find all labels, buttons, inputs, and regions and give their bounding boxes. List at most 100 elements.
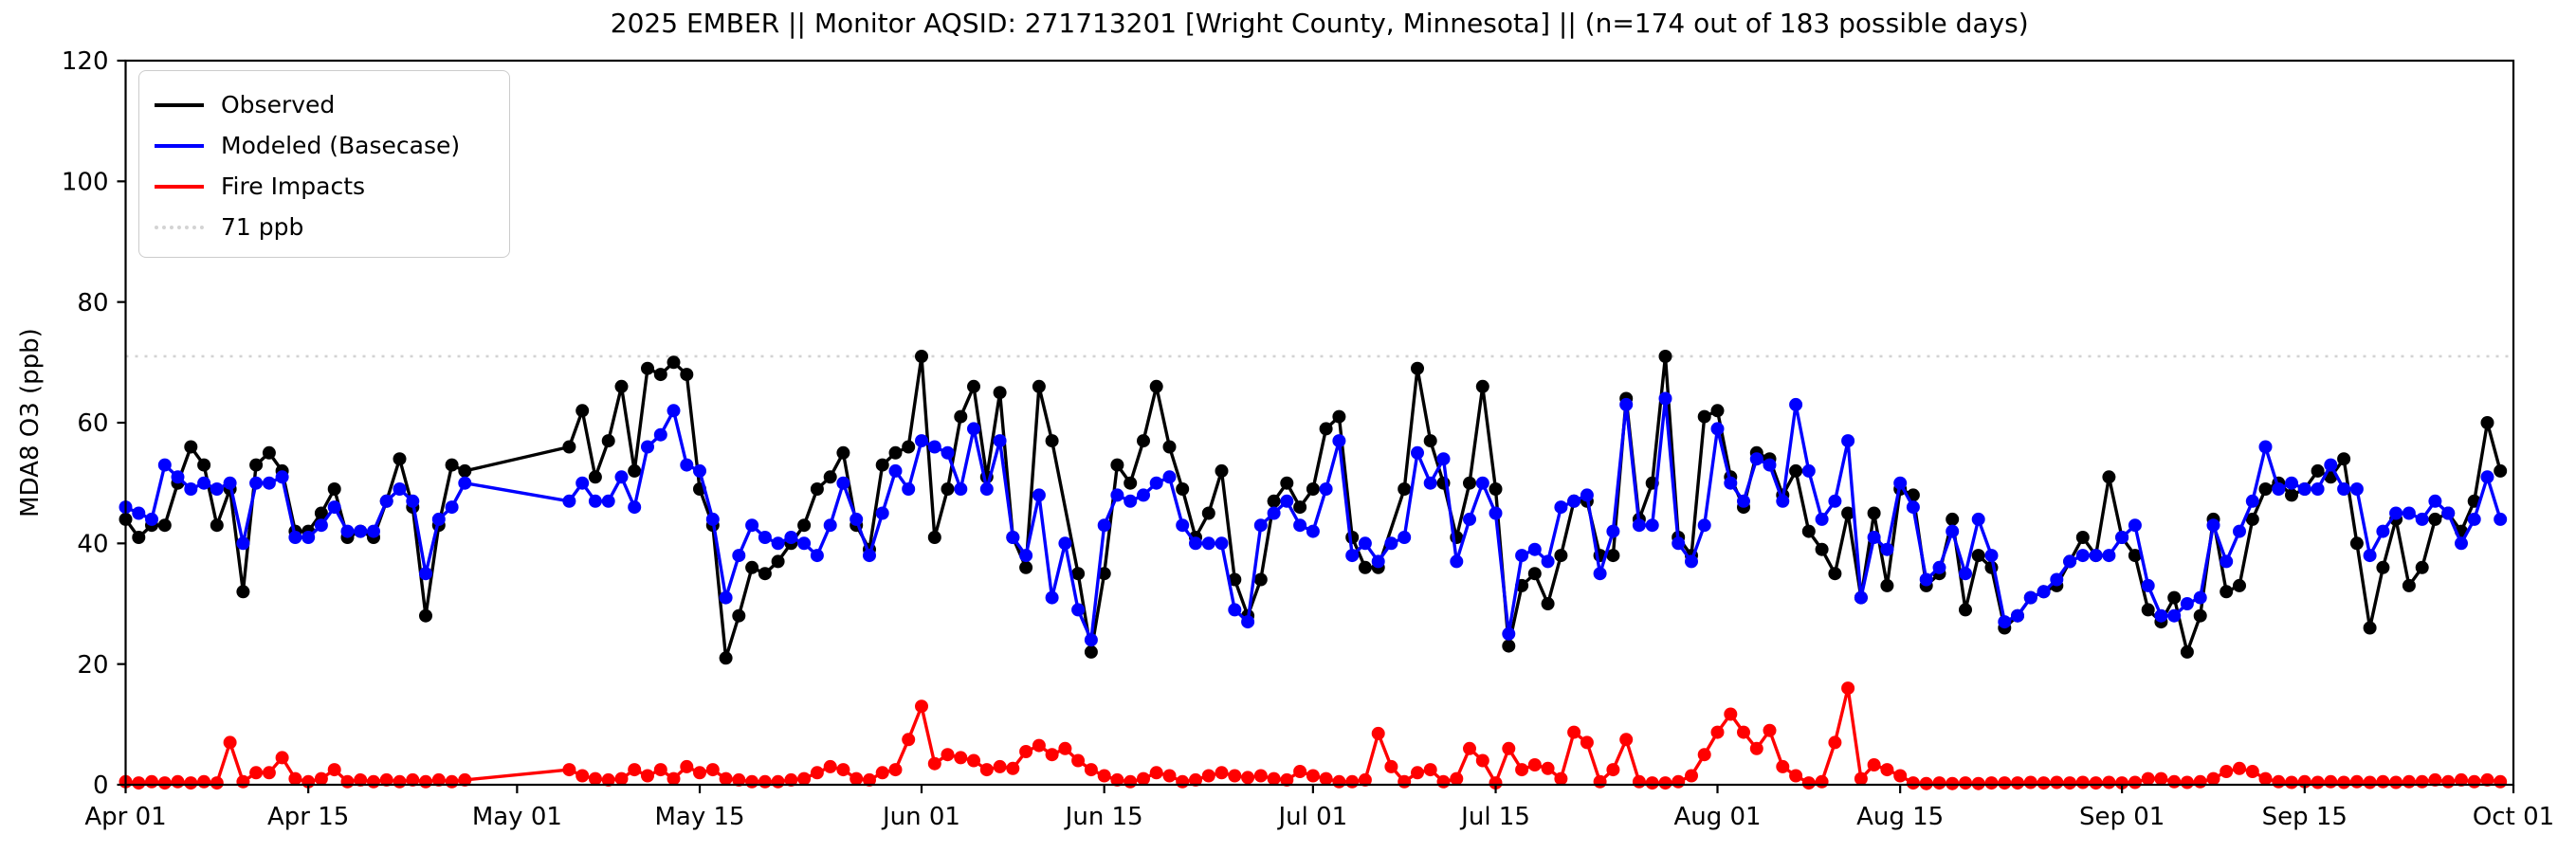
modeled-basecase-point[interactable] — [1436, 452, 1451, 466]
observed-point[interactable] — [2402, 578, 2416, 592]
fire-impacts-point[interactable] — [2180, 775, 2194, 789]
fire-impacts-point[interactable] — [1998, 776, 2012, 790]
observed-point[interactable] — [1789, 463, 1803, 478]
observed-point[interactable] — [823, 470, 837, 484]
modeled-basecase-point[interactable] — [2193, 590, 2207, 605]
fire-impacts-point[interactable] — [2428, 772, 2442, 787]
modeled-basecase-point[interactable] — [693, 463, 706, 478]
fire-impacts-point[interactable] — [1606, 763, 1620, 777]
fire-impacts-point[interactable] — [1971, 776, 1985, 790]
observed-point[interactable] — [1710, 404, 1725, 418]
modeled-basecase-point[interactable] — [1554, 500, 1568, 515]
observed-point[interactable] — [1137, 434, 1150, 448]
observed-point[interactable] — [1306, 482, 1320, 496]
observed-point[interactable] — [1971, 549, 1985, 563]
fire-impacts-point[interactable] — [719, 771, 733, 786]
observed-point[interactable] — [575, 404, 590, 418]
fire-impacts-point[interactable] — [1828, 735, 1842, 750]
modeled-basecase-point[interactable] — [2037, 585, 2051, 599]
modeled-basecase-point[interactable] — [314, 518, 328, 533]
fire-impacts-point[interactable] — [1593, 774, 1607, 789]
fire-impacts-point[interactable] — [1672, 774, 1686, 789]
fire-impacts-point[interactable] — [1423, 763, 1437, 777]
observed-point[interactable] — [888, 445, 903, 460]
modeled-basecase-point[interactable] — [1789, 397, 1803, 411]
fire-impacts-point[interactable] — [745, 774, 759, 789]
fire-impacts-point[interactable] — [458, 772, 472, 787]
observed-point[interactable] — [1541, 597, 1555, 610]
modeled-basecase-point[interactable] — [667, 404, 681, 418]
fire-impacts-point[interactable] — [2415, 774, 2429, 789]
modeled-basecase-point[interactable] — [340, 524, 355, 538]
observed-point[interactable] — [1423, 434, 1437, 448]
modeled-basecase-point[interactable] — [2220, 554, 2234, 569]
observed-point[interactable] — [2349, 536, 2364, 551]
observed-point[interactable] — [941, 482, 955, 496]
fire-impacts-point[interactable] — [863, 772, 876, 787]
observed-point[interactable] — [1084, 644, 1098, 659]
modeled-basecase-point[interactable] — [1697, 518, 1711, 533]
modeled-basecase-point[interactable] — [445, 500, 459, 515]
fire-impacts-point[interactable] — [1619, 733, 1634, 747]
observed-point[interactable] — [2285, 488, 2298, 502]
modeled-basecase-point[interactable] — [1371, 554, 1385, 569]
fire-impacts-point[interactable] — [2337, 775, 2351, 789]
modeled-basecase-point[interactable] — [1358, 536, 1372, 551]
fire-impacts-point[interactable] — [1450, 771, 1464, 786]
modeled-basecase-point[interactable] — [1515, 549, 1529, 563]
observed-point[interactable] — [1124, 476, 1138, 490]
modeled-basecase-point[interactable] — [1841, 434, 1855, 448]
fire-impacts-point[interactable] — [1176, 774, 1190, 789]
observed-point[interactable] — [601, 434, 615, 448]
modeled-basecase-point[interactable] — [2115, 531, 2129, 544]
observed-point[interactable] — [1867, 506, 1881, 520]
modeled-basecase-point[interactable] — [1071, 603, 1086, 617]
fire-impacts-point[interactable] — [941, 748, 955, 762]
fire-impacts-point[interactable] — [653, 763, 667, 777]
observed-point[interactable] — [1554, 549, 1568, 563]
observed-point[interactable] — [2193, 608, 2207, 623]
observed-point[interactable] — [1280, 476, 1294, 490]
modeled-basecase-point[interactable] — [2455, 536, 2468, 551]
modeled-basecase-point[interactable] — [2258, 440, 2273, 454]
fire-impacts-point[interactable] — [2193, 774, 2207, 789]
fire-impacts-point[interactable] — [1137, 771, 1150, 786]
fire-impacts-point[interactable] — [641, 769, 654, 783]
fire-impacts-point[interactable] — [993, 759, 1007, 773]
fire-impacts-point[interactable] — [236, 774, 250, 789]
modeled-basecase-point[interactable] — [2363, 549, 2377, 563]
modeled-basecase-point[interactable] — [1580, 488, 1594, 502]
fire-impacts-point[interactable] — [1789, 769, 1803, 783]
fire-impacts-point[interactable] — [588, 771, 602, 786]
fire-impacts-point[interactable] — [1475, 753, 1489, 768]
fire-impacts-point[interactable] — [406, 772, 420, 787]
modeled-basecase-point[interactable] — [1006, 531, 1020, 544]
fire-impacts-point[interactable] — [2128, 775, 2142, 789]
observed-point[interactable] — [1110, 458, 1124, 472]
fire-impacts-point[interactable] — [1632, 774, 1646, 789]
modeled-basecase-point[interactable] — [1828, 494, 1842, 508]
fire-impacts-point[interactable] — [2245, 765, 2259, 778]
fire-impacts-point[interactable] — [1332, 774, 1346, 789]
fire-impacts-point[interactable] — [2311, 775, 2325, 789]
observed-point[interactable] — [2494, 463, 2508, 478]
modeled-basecase-point[interactable] — [680, 458, 694, 472]
fire-impacts-point[interactable] — [2115, 776, 2129, 790]
fire-impacts-point[interactable] — [1032, 738, 1046, 753]
modeled-basecase-point[interactable] — [2167, 608, 2182, 623]
fire-impacts-point[interactable] — [1959, 776, 1972, 790]
modeled-basecase-point[interactable] — [2075, 549, 2090, 563]
fire-impacts-point[interactable] — [601, 772, 615, 787]
observed-point[interactable] — [210, 518, 224, 533]
fire-impacts-point[interactable] — [1567, 725, 1581, 739]
observed-point[interactable] — [458, 463, 472, 478]
fire-impacts-point[interactable] — [888, 763, 903, 777]
modeled-basecase-point[interactable] — [575, 476, 590, 490]
fire-impacts-point[interactable] — [340, 774, 355, 789]
observed-point[interactable] — [719, 651, 733, 665]
fire-impacts-point[interactable] — [1697, 748, 1711, 762]
fire-impacts-point[interactable] — [2206, 771, 2220, 786]
modeled-basecase-point[interactable] — [1162, 470, 1177, 484]
observed-point[interactable] — [1228, 572, 1242, 587]
observed-point[interactable] — [1398, 482, 1412, 496]
